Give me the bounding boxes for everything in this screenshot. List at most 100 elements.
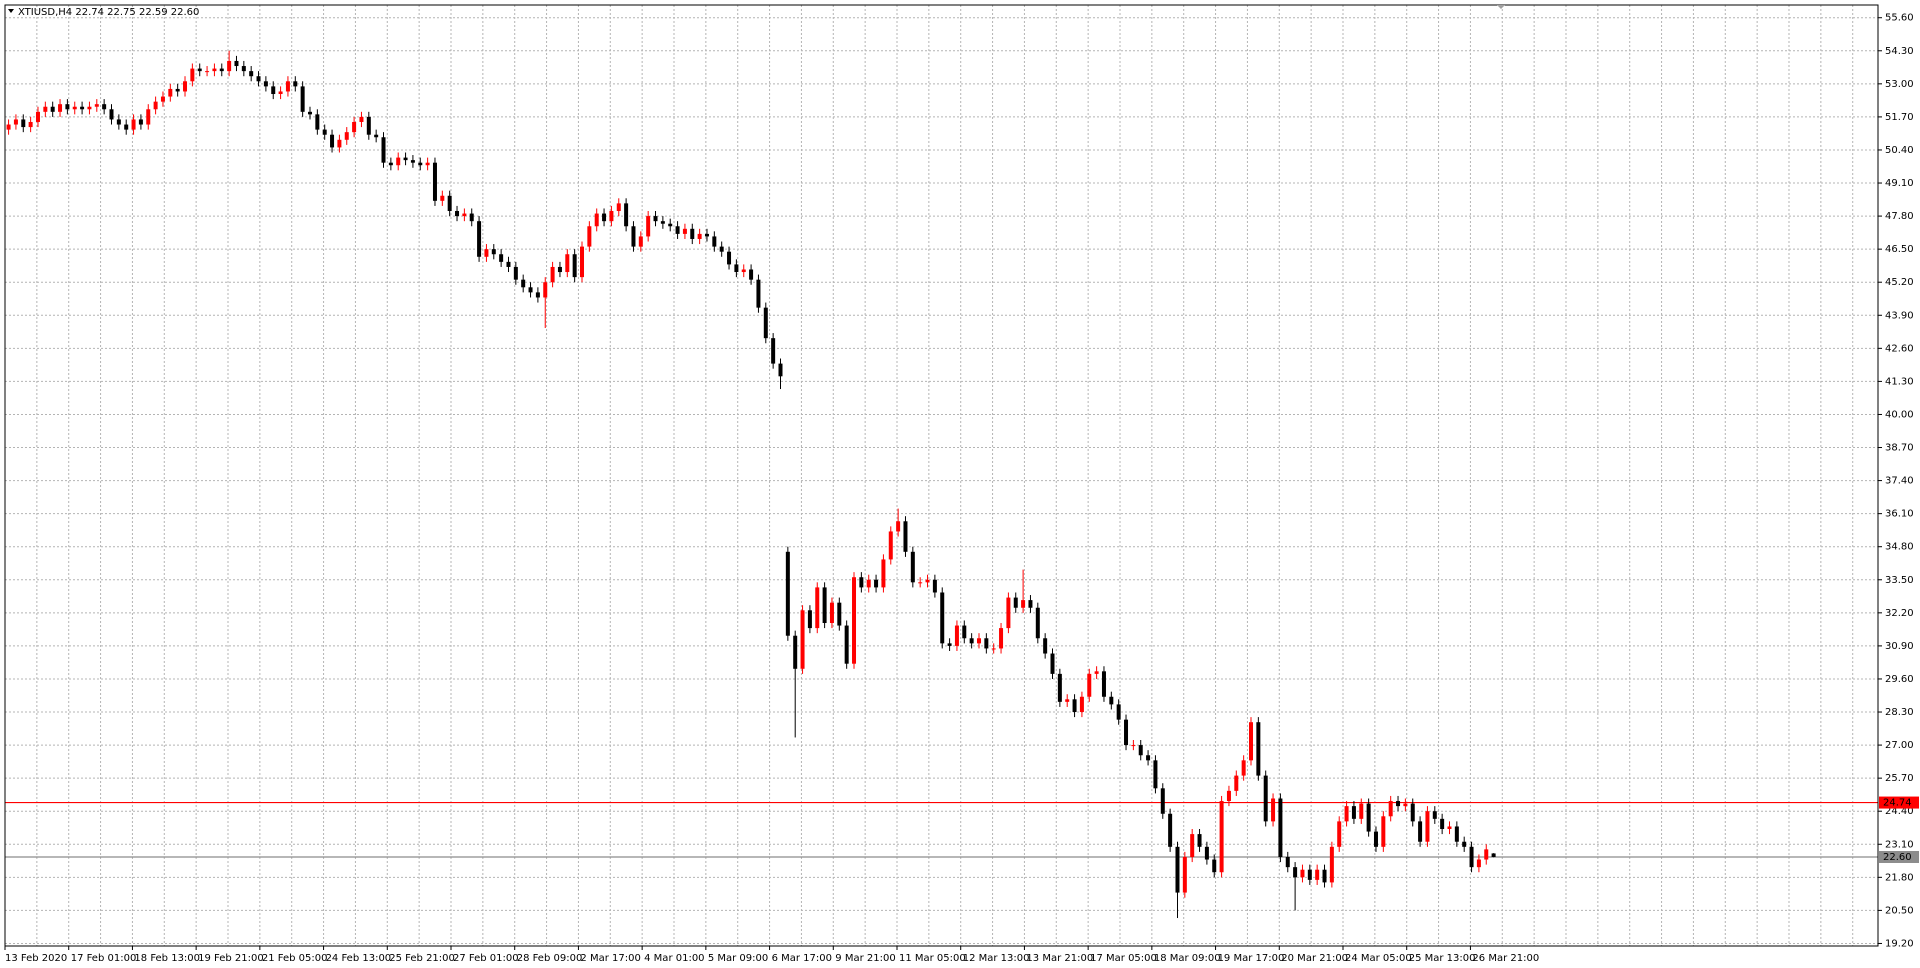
candle-body: [749, 269, 754, 280]
candle-body: [418, 162, 423, 166]
symbol-menu-icon[interactable]: [8, 9, 14, 13]
candle-body: [918, 582, 923, 584]
x-tick-label: 18 Feb 13:00: [134, 953, 200, 964]
candle-body: [1300, 869, 1305, 878]
x-tick-label: 25 Mar 13:00: [1409, 953, 1476, 964]
candle-body: [572, 254, 577, 278]
candle-body: [234, 60, 239, 67]
candle-body: [271, 86, 276, 95]
candle-body: [513, 266, 518, 280]
x-tick-label: 26 Mar 21:00: [1472, 953, 1539, 964]
candle-body: [609, 211, 614, 222]
candle-body: [381, 137, 386, 163]
candle-body: [1197, 834, 1202, 847]
y-tick-label: 49.10: [1885, 178, 1914, 189]
candle-body: [1476, 859, 1481, 868]
candle-body: [43, 106, 48, 112]
candle-body: [425, 162, 430, 166]
candle-body: [35, 111, 40, 122]
y-tick-label: 30.90: [1885, 641, 1914, 652]
x-tick-label: 24 Feb 13:00: [326, 953, 392, 964]
candle-body: [1263, 775, 1268, 822]
candle-body: [1028, 600, 1033, 608]
candle-body: [65, 104, 70, 110]
candle-body: [602, 213, 607, 222]
candle-body: [940, 592, 945, 644]
y-tick-label: 46.50: [1885, 244, 1914, 255]
candle-body: [815, 587, 820, 629]
candle-body: [1491, 853, 1496, 857]
candle-body: [668, 223, 673, 227]
candle-body: [1249, 722, 1254, 761]
candle-body: [1190, 834, 1195, 857]
candle-body: [1226, 790, 1231, 802]
candle-body: [102, 104, 107, 110]
candle-body: [1418, 821, 1423, 842]
candle-body: [771, 338, 776, 364]
candle-body: [256, 76, 261, 82]
y-tick-label: 50.40: [1885, 145, 1914, 156]
candle-body: [1484, 849, 1489, 860]
candle-body: [704, 233, 709, 237]
candle-body: [1131, 745, 1136, 747]
candle-body: [1079, 696, 1084, 713]
candle-body: [1153, 760, 1158, 789]
candle-body: [58, 104, 63, 112]
candle-body: [866, 579, 871, 588]
candle-body: [1182, 856, 1187, 893]
y-tick-label: 34.80: [1885, 542, 1914, 553]
shift-marker[interactable]: [1497, 5, 1505, 9]
candle-body: [146, 109, 151, 125]
candle-body: [1138, 745, 1143, 756]
y-tick-label: 28.30: [1885, 707, 1914, 718]
candle-body: [976, 638, 981, 644]
x-tick-label: 21 Feb 05:00: [262, 953, 328, 964]
candle-body: [1116, 704, 1121, 720]
candle-body: [690, 228, 695, 239]
candle-body: [87, 106, 92, 110]
candle-body: [374, 134, 379, 138]
candle-body: [1094, 671, 1099, 674]
candle-body: [1432, 811, 1437, 819]
candle-body: [962, 625, 967, 639]
candle-body: [1146, 755, 1151, 761]
x-tick-label: 18 Mar 09:00: [1154, 953, 1221, 964]
candle-body: [447, 195, 452, 212]
plot-frame: [4, 4, 1879, 947]
candle-body: [1329, 846, 1334, 883]
x-tick-label: 4 Mar 01:00: [644, 953, 704, 964]
x-tick-label: 6 Mar 17:00: [772, 953, 832, 964]
candle-body: [550, 266, 555, 283]
candle-body: [124, 124, 129, 130]
candle-body: [844, 625, 849, 664]
candle-body: [116, 119, 121, 125]
y-tick-label: 19.20: [1885, 938, 1914, 949]
candle-body: [1065, 699, 1070, 702]
candle-body: [785, 551, 790, 636]
y-tick-label: 51.70: [1885, 112, 1914, 123]
candle-body: [455, 211, 460, 217]
candle-body: [205, 71, 210, 73]
candle-body: [535, 292, 540, 298]
price-line-label: 22.60: [1883, 852, 1912, 863]
x-tick-label: 19 Mar 17:00: [1218, 953, 1285, 964]
x-tick-label: 2 Mar 17:00: [580, 953, 640, 964]
candle-body: [249, 71, 254, 77]
candle-body: [528, 287, 533, 293]
candle-body: [241, 66, 246, 72]
y-tick-label: 32.20: [1885, 608, 1914, 619]
y-tick-label: 54.30: [1885, 46, 1914, 57]
y-tick-label: 36.10: [1885, 509, 1914, 520]
candle-body: [896, 521, 901, 532]
candle-body: [646, 216, 651, 237]
candle-body: [1021, 600, 1026, 608]
candle-body: [1043, 638, 1048, 654]
candle-body: [1285, 856, 1290, 868]
price-line-label: 24.74: [1883, 798, 1912, 809]
candle-body: [352, 121, 357, 133]
candle-body: [778, 363, 783, 377]
candle-body: [6, 124, 11, 130]
candle-body: [388, 162, 393, 166]
candle-body: [1307, 869, 1312, 880]
